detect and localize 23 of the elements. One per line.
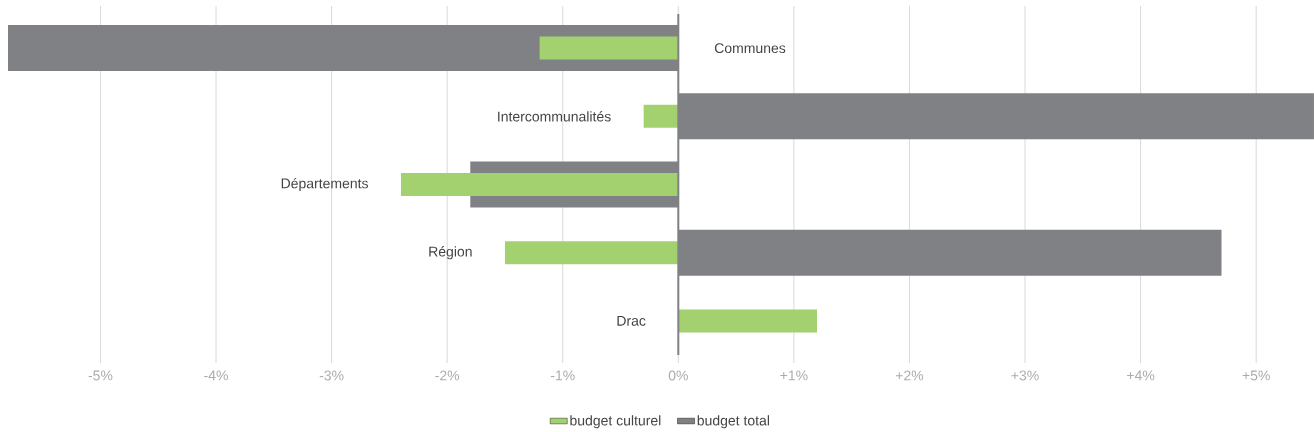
bar (539, 36, 679, 60)
bar (678, 309, 817, 333)
y-tick-label: Communes (714, 43, 786, 54)
x-tick-label: -1% (550, 370, 575, 381)
bar (400, 173, 679, 197)
x-tick-label: +2% (895, 370, 924, 381)
x-tick-label: +4% (1127, 370, 1155, 381)
legend-label: budget total (697, 415, 769, 429)
y-tick-label: Départements (281, 177, 368, 192)
x-tick-label: +3% (1011, 370, 1039, 381)
x-tick-label: -4% (204, 370, 228, 381)
x-tick-label: +5% (1242, 370, 1270, 381)
bar (504, 241, 679, 265)
legend-label: budget culturel (570, 415, 661, 429)
y-tick-label: Drac (617, 316, 646, 326)
x-tick-label: 0% (668, 370, 688, 381)
x-tick-label: -2% (435, 370, 460, 381)
x-tick-label: -3% (319, 370, 344, 381)
x-tick-label: +1% (780, 370, 808, 381)
y-tick-label: Intercommunalités (498, 111, 611, 122)
y-tick-label: Région (429, 246, 472, 260)
x-tick-label: -5% (88, 370, 113, 381)
bar (643, 104, 679, 128)
